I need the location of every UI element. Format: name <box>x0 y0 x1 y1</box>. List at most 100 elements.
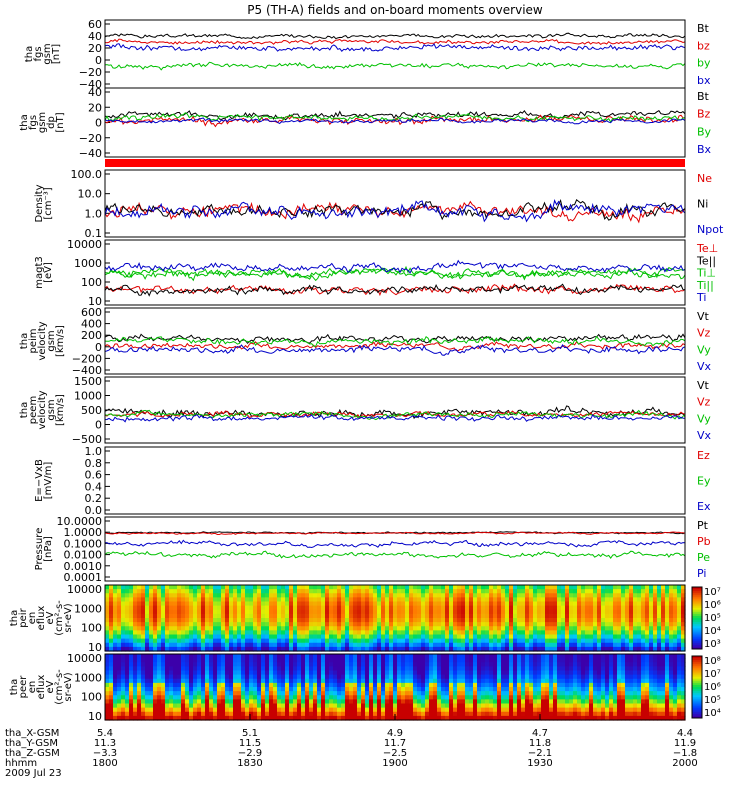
heatmap-cell <box>541 622 546 627</box>
heatmap-cell <box>469 585 474 590</box>
heatmap-cell <box>273 638 278 644</box>
heatmap-cell <box>341 691 346 696</box>
heatmap-cell <box>409 601 414 607</box>
y-tick-label: 10000 <box>67 583 102 596</box>
heatmap-cell <box>613 674 618 680</box>
heatmap-cell <box>185 711 190 717</box>
heatmap-cell <box>645 682 650 688</box>
heatmap-cell <box>237 642 242 648</box>
heatmap-cell <box>437 630 442 636</box>
heatmap-cell <box>137 711 142 717</box>
heatmap-cell <box>141 695 146 700</box>
heatmap-cell <box>521 666 526 672</box>
heatmap-cell <box>505 630 510 636</box>
heatmap-cell <box>589 715 594 721</box>
heatmap-cell <box>537 687 542 692</box>
heatmap-cell <box>405 597 410 603</box>
heatmap-cell <box>145 609 150 615</box>
heatmap-cell <box>405 593 410 598</box>
heatmap-cell <box>601 682 606 688</box>
heatmap-cell <box>521 711 526 717</box>
heatmap-cell <box>465 601 470 607</box>
heatmap-cell <box>541 670 546 676</box>
heatmap-cell <box>281 630 286 636</box>
heatmap-cell <box>413 707 418 713</box>
heatmap-cell <box>373 703 378 709</box>
heatmap-cell <box>245 699 250 705</box>
heatmap-cell <box>293 711 298 717</box>
heatmap-cell <box>113 707 118 713</box>
heatmap-cell <box>389 630 394 636</box>
heatmap-cell <box>485 707 490 713</box>
heatmap-cell <box>201 658 206 663</box>
heatmap-cell <box>261 703 266 709</box>
heatmap-cell <box>473 638 478 644</box>
heatmap-cell <box>545 699 550 705</box>
heatmap-cell <box>593 695 598 700</box>
heatmap-cell <box>485 622 490 627</box>
heatmap-cell <box>517 691 522 696</box>
colorbar-segment <box>692 670 702 674</box>
heatmap-cell <box>461 715 466 721</box>
heatmap-cell <box>345 613 350 619</box>
heatmap-cell <box>313 646 318 652</box>
heatmap-cell <box>333 715 338 721</box>
heatmap-cell <box>413 711 418 717</box>
heatmap-cell <box>633 597 638 603</box>
heatmap-cell <box>453 630 458 636</box>
heatmap-cell <box>305 658 310 663</box>
heatmap-cell <box>493 630 498 636</box>
heatmap-cell <box>501 593 506 598</box>
heatmap-cell <box>357 674 362 680</box>
heatmap-cell <box>169 670 174 676</box>
heatmap-cell <box>253 682 258 688</box>
heatmap-cell <box>413 618 418 623</box>
heatmap-cell <box>113 601 118 607</box>
colorbar-segment <box>692 646 702 650</box>
heatmap-cell <box>165 678 170 684</box>
heatmap-cell <box>469 609 474 615</box>
heatmap-cell <box>501 707 506 713</box>
heatmap-cell <box>505 605 510 611</box>
heatmap-cell <box>313 622 318 627</box>
heatmap-cell <box>173 634 178 640</box>
legend-entry: Ez <box>697 449 710 462</box>
heatmap-cell <box>513 682 518 688</box>
heatmap-cell <box>341 589 346 594</box>
heatmap-cell <box>437 687 442 692</box>
heatmap-cell <box>569 699 574 705</box>
heatmap-cell <box>517 613 522 619</box>
heatmap-cell <box>437 654 442 659</box>
heatmap-cell <box>397 634 402 640</box>
heatmap-cell <box>409 634 414 640</box>
heatmap-cell <box>565 630 570 636</box>
heatmap-cell <box>329 646 334 652</box>
heatmap-cell <box>665 601 670 607</box>
heatmap-cell <box>549 674 554 680</box>
y-tick-label: 0.6 <box>85 469 103 482</box>
heatmap-cell <box>245 670 250 676</box>
heatmap-cell <box>301 585 306 590</box>
heatmap-cell <box>205 715 210 721</box>
heatmap-cell <box>473 703 478 709</box>
heatmap-cell <box>221 670 226 676</box>
heatmap-cell <box>361 703 366 709</box>
heatmap-cell <box>465 678 470 684</box>
heatmap-cell <box>269 703 274 709</box>
heatmap-cell <box>213 634 218 640</box>
heatmap-cell <box>165 626 170 631</box>
heatmap-cell <box>429 674 434 680</box>
heatmap-cell <box>649 691 654 696</box>
heatmap-cell <box>405 622 410 627</box>
heatmap-cell <box>473 597 478 603</box>
heatmap-cell <box>637 605 642 611</box>
heatmap-cell <box>341 662 346 667</box>
heatmap-cell <box>645 707 650 713</box>
heatmap-cell <box>425 613 430 619</box>
heatmap-cell <box>321 658 326 663</box>
heatmap-cell <box>157 585 162 590</box>
heatmap-cell <box>613 613 618 619</box>
heatmap-cell <box>105 687 110 692</box>
heatmap-cell <box>577 613 582 619</box>
heatmap-cell <box>317 658 322 663</box>
